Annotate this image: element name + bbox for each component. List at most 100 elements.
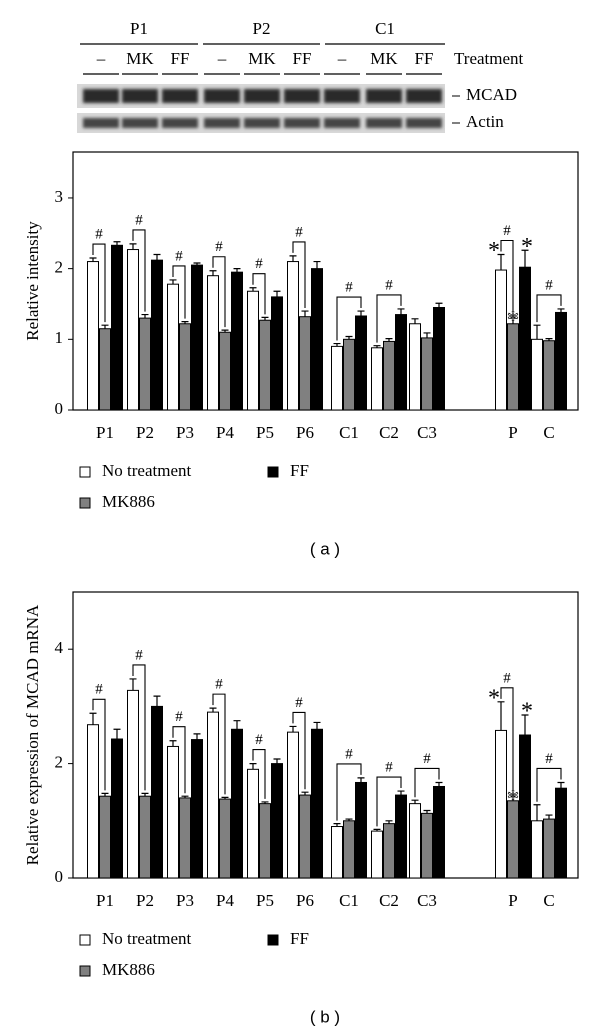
bar [371,347,383,411]
error-bar [181,321,189,324]
error-bar [209,707,217,713]
error-bar [357,777,365,783]
error-bar [313,260,321,269]
bar [299,794,311,879]
significance-mark: # [135,212,143,228]
x-tick-label: P4 [216,891,234,910]
error-bar [423,809,431,814]
error-bar [333,823,341,827]
error-bar [533,324,541,340]
error-bar [89,257,97,262]
bar [519,734,531,879]
error-bar [193,733,201,740]
x-tick-label: P3 [176,423,194,442]
blot-band [83,89,119,103]
x-tick-label: P2 [136,891,154,910]
error-bar [397,790,405,796]
significance-bracket [92,243,106,323]
bar [231,728,243,879]
bar [543,818,555,879]
legend-label: MK886 [102,960,155,979]
error-bar [557,781,565,789]
blot-band [284,118,320,128]
legend-label: No treatment [102,929,191,948]
significance-mark: # [545,277,553,293]
blot-band [244,89,280,103]
bar [87,261,99,411]
significance-bracket [132,229,146,312]
significance-bracket [292,241,306,309]
error-bar [301,310,309,317]
significance-mark: # [385,277,393,293]
star-mark: * [521,234,533,260]
y-tick-label: 0 [55,399,64,418]
significance-bracket [92,698,106,791]
star-mark: * [488,685,500,711]
error-bar [113,728,121,740]
error-bar [373,828,381,832]
legend-swatch [79,497,91,509]
bar [495,269,507,411]
error-bar [261,801,269,804]
x-tick-label: P6 [296,423,314,442]
significance-bracket [252,749,266,799]
bar [355,315,367,411]
error-bar [181,795,189,798]
bar [371,830,383,879]
error-bar [423,332,431,338]
bar [409,803,421,879]
significance-bracket [536,294,562,323]
bar [207,275,219,411]
x-tick-label: C3 [417,423,437,442]
error-bar [129,678,137,691]
blot-band [122,89,158,103]
error-bar [153,695,161,707]
y-tick-label: 4 [55,638,64,657]
x-tick-label: C [543,891,554,910]
error-bar [113,241,121,246]
error-bar [545,338,553,341]
error-bar [373,345,381,348]
treatment-label: Treatment [454,49,524,68]
legend-swatch [267,466,279,478]
bar [395,794,407,879]
legend-label: MK886 [102,492,155,511]
error-bar [521,249,529,268]
error-bar [411,318,419,324]
x-tick-label: P5 [256,891,274,910]
error-bar [101,792,109,797]
band-label: MCAD [466,85,517,104]
lane-label: FF [293,49,312,68]
significance-mark: # [95,226,103,242]
significance-mark: # [503,223,511,239]
bar [433,785,445,879]
significance-bracket [336,296,362,341]
x-tick-label: P1 [96,423,114,442]
bar [383,340,395,411]
significance-mark: # [295,695,303,711]
x-tick-label: P [508,891,517,910]
bar [151,705,163,879]
error-bar [249,763,257,770]
legend-swatch [267,934,279,946]
x-tick-label: P [508,423,517,442]
error-bar [345,335,353,340]
error-bar [261,316,269,321]
error-bar [313,721,321,730]
bar [531,820,543,879]
bar [271,296,283,411]
error-bar [289,725,297,733]
blot-band [162,89,198,103]
y-tick-label: 0 [55,867,64,886]
x-tick-label: C2 [379,891,399,910]
bar [507,800,519,879]
bar [507,323,519,411]
bar [543,340,555,411]
panel-label: ( b ) [310,1007,340,1026]
error-bar [273,290,281,297]
bar [99,328,111,411]
band-label: Actin [466,112,504,131]
error-bar [357,310,365,316]
bar [331,826,343,879]
error-bar [273,758,281,764]
